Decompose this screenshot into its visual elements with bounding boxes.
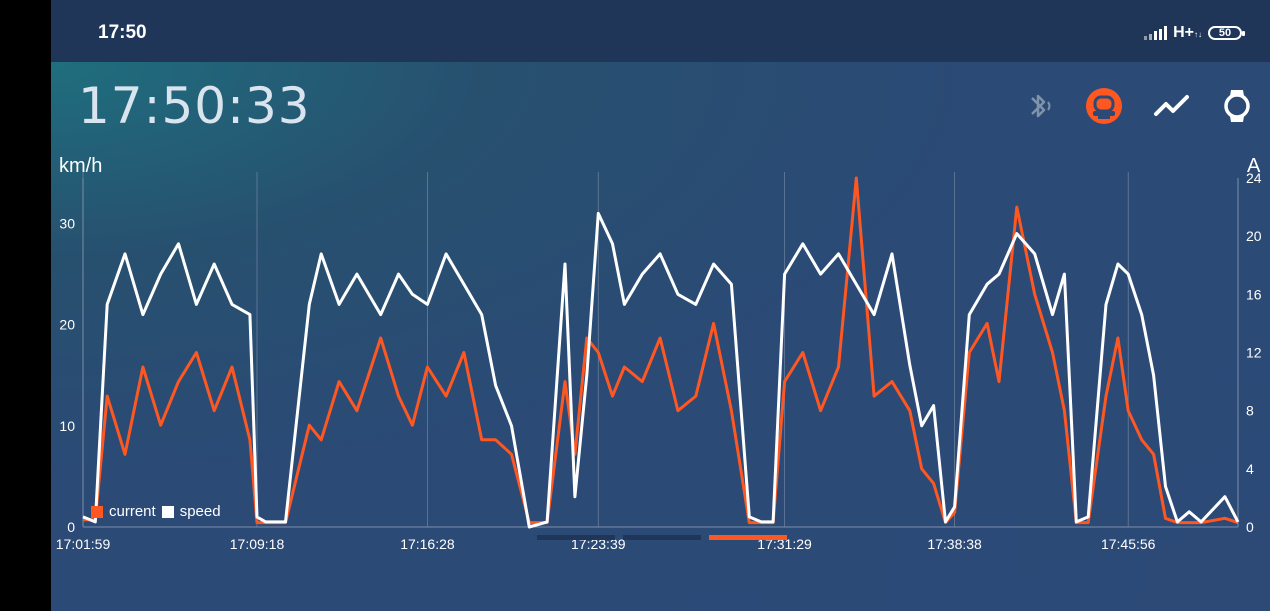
legend-swatch-speed [161,505,174,518]
network-type: H+↑↓ [1173,24,1202,41]
y-tick-label: 30 [59,216,75,232]
chart: 17:01:59 17:09:18 17:16:28 17:23:39 17:31:29… [56,155,1262,552]
page-dot[interactable] [623,535,701,540]
legend-label-speed: speed [179,503,221,520]
x-tick-label: 17:23:39 [571,536,626,552]
y-axis-label: km/h [59,155,102,177]
signal-icon [1144,26,1168,40]
x-tick-label: 17:45:56 [1101,536,1156,552]
page-dot[interactable] [537,535,615,540]
x-tick-label: 17:09:18 [230,536,285,552]
y2-axis-label: A [1247,155,1261,177]
x-tick-label: 17:38:38 [927,536,982,552]
status-bar: 17:50 H+↑↓ 50 [51,0,1270,62]
y2-tick-label: 20 [1246,228,1262,244]
legend: current speed [91,503,221,520]
x-tick-label: 17:01:59 [56,536,111,552]
x-tick-label: 17:16:28 [400,536,455,552]
status-time: 17:50 [98,22,147,43]
page-indicator [537,535,787,540]
status-icons: H+↑↓ 50 [1144,22,1245,44]
y-tick-label: 20 [59,317,75,333]
bluetooth-icon[interactable] [1018,86,1058,126]
series-line-speed [82,211,1240,529]
y2-tick-label: 16 [1246,286,1262,302]
clock-display: 17:50:33 [78,77,311,135]
y2-tick-label: 4 [1246,461,1254,477]
y2-tick-label: 12 [1246,345,1262,361]
chart-line-icon[interactable] [1152,86,1192,126]
battery-level: 50 [1218,27,1232,39]
y-tick-label: 10 [59,418,75,434]
y2-tick-label: 8 [1246,403,1254,419]
y-tick-label: 0 [67,519,75,535]
legend-swatch-current [91,505,103,518]
y2-tick-label: 24 [1246,170,1262,186]
y2-tick-label: 0 [1246,519,1254,535]
watch-icon[interactable] [1217,86,1257,126]
phone-screen: 17:50 H+↑↓ 50 17:50:33 [51,0,1270,611]
scooter-icon[interactable] [1084,86,1124,126]
legend-label-current: current [109,503,156,520]
battery-icon: 50 [1208,26,1245,40]
page-dot[interactable] [709,535,787,540]
x-tick-label: 17:31:29 [757,536,812,552]
